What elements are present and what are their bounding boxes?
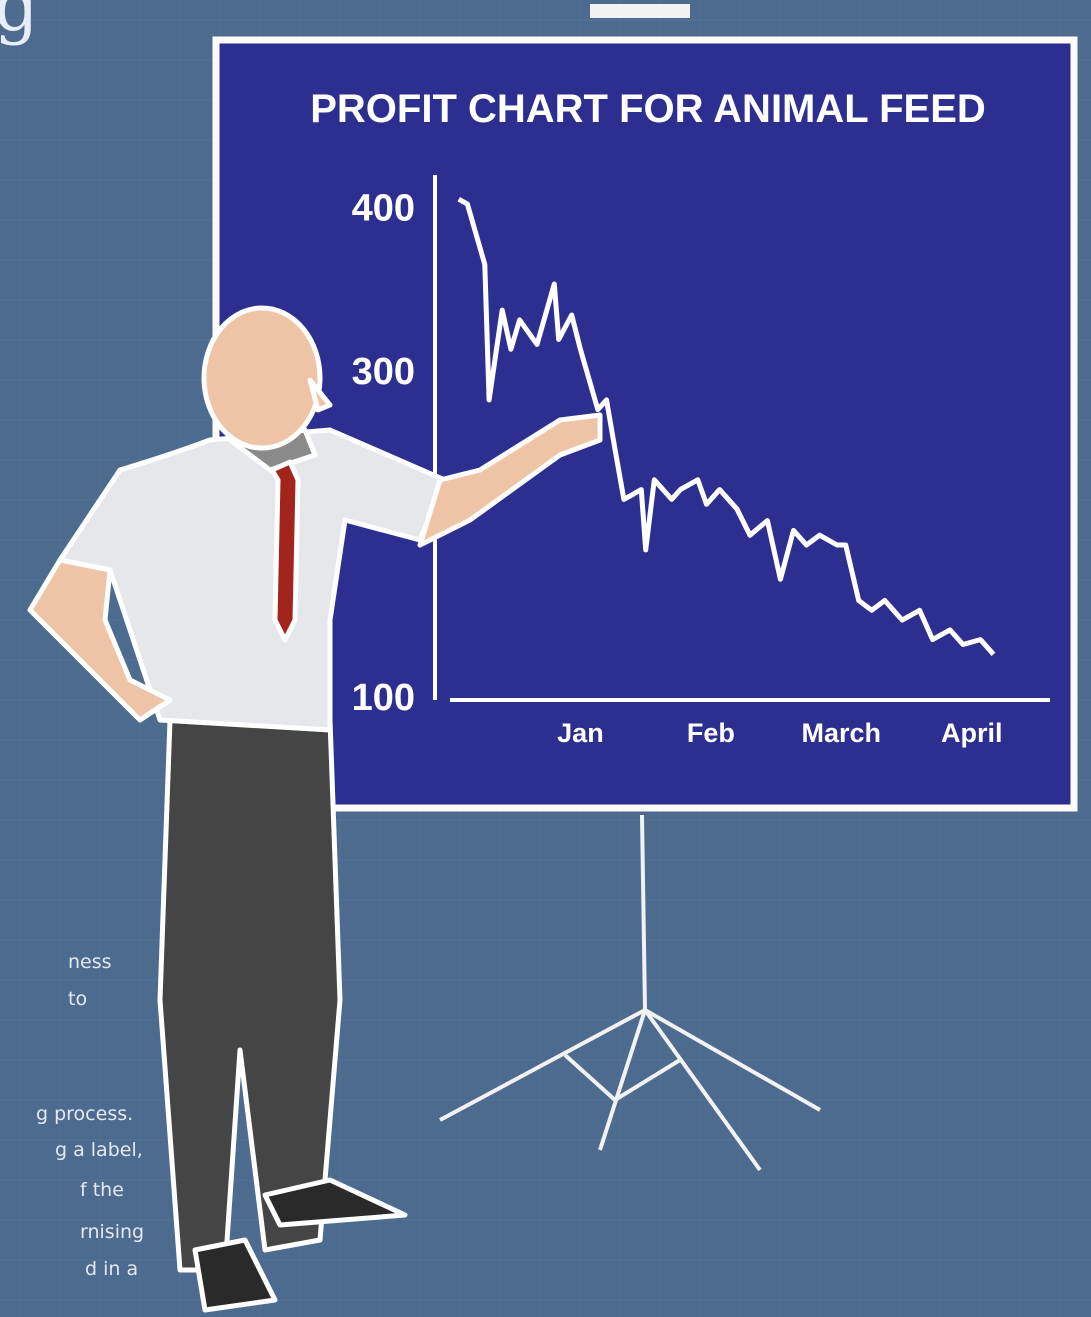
y-tick-label: 100 (352, 677, 415, 719)
x-tick-label: Jan (557, 718, 604, 748)
side-line: g a label, (55, 1139, 143, 1161)
corner-text: g (0, 0, 39, 47)
x-tick-label: April (941, 718, 1003, 748)
chart-title: PROFIT CHART FOR ANIMAL FEED (310, 87, 986, 131)
y-tick-label: 400 (352, 188, 415, 230)
scene: g ness to g process. g a label, f the rn… (0, 0, 1091, 1317)
x-tick-label: March (802, 718, 882, 748)
side-line: ness (68, 951, 112, 973)
side-line: f the (80, 1179, 124, 1201)
side-line: rnising (80, 1221, 144, 1243)
screen-case (590, 4, 690, 18)
side-line: d in a (85, 1258, 138, 1280)
y-tick-label: 300 (352, 351, 415, 393)
side-line: to (68, 988, 87, 1010)
x-tick-label: Feb (687, 718, 735, 748)
screen (216, 40, 1074, 808)
side-line: g process. (36, 1103, 133, 1125)
